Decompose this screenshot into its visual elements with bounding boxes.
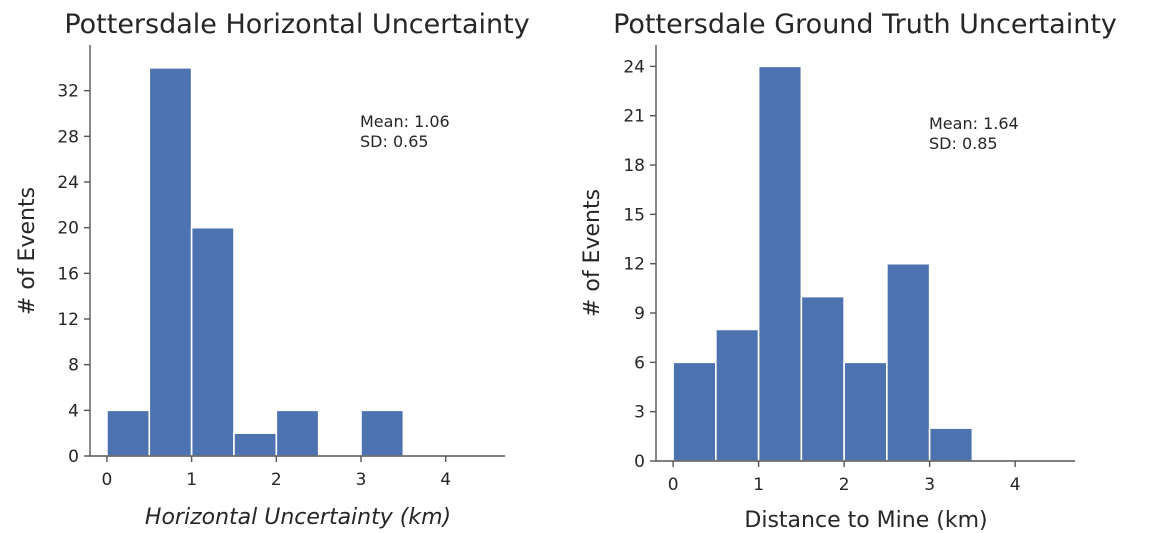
x-ticks: 0 1 2 3 4 [102,456,451,490]
y-tick-label: 16 [57,264,79,284]
histogram-bar [233,432,278,457]
y-tick-label: 12 [623,255,645,275]
y-tick-label: 18 [623,156,645,176]
histogram-bar [672,361,717,462]
y-tick-label: 28 [57,127,79,147]
x-tick-label: 1 [753,475,764,495]
histogram-bar [360,409,405,457]
x-tick-label: 2 [839,475,850,495]
histogram-bar [928,427,974,462]
x-tick-label: 2 [271,470,282,490]
x-tick-label: 1 [186,470,197,490]
mean-annotation: Mean: 1.64 [929,114,1019,133]
x-tick-label: 0 [102,470,113,490]
x-axis-label: Horizontal Uncertainty (km) [145,505,451,530]
y-tick-label: 0 [68,447,79,467]
y-tick-label: 21 [623,107,645,127]
histogram-bar [757,65,803,462]
chart-title: Pottersdale Ground Truth Uncertainty [613,9,1117,40]
mean-annotation: Mean: 1.06 [360,112,450,131]
y-tick-label: 32 [57,82,79,102]
chart-title: Pottersdale Horizontal Uncertainty [64,9,529,40]
sd-annotation: SD: 0.65 [360,132,429,151]
histogram-bar [106,409,151,457]
y-axis-label: # of Events [580,189,605,317]
histogram-bar [190,226,235,457]
histogram-bar [148,67,193,457]
y-tick-label: 9 [634,304,645,324]
y-tick-label: 24 [623,57,645,77]
histogram-bar [800,295,845,462]
sd-annotation: SD: 0.85 [929,134,998,153]
histogram-bar [275,409,320,457]
x-ticks: 0 1 2 3 4 [668,461,1021,495]
y-tick-label: 15 [623,205,645,225]
bars [106,67,405,457]
histogram-bar [843,361,888,462]
y-tick-label: 6 [634,353,645,373]
x-tick-label: 3 [924,475,935,495]
y-tick-label: 24 [57,173,79,193]
y-tick-label: 3 [634,403,645,423]
y-axis-label: # of Events [15,187,40,315]
bars [672,65,974,462]
y-tick-label: 8 [68,356,79,376]
y-ticks: 0 3 6 9 12 15 18 21 24 [623,57,656,472]
x-tick-label: 4 [440,470,451,490]
y-tick-label: 12 [57,310,79,330]
y-tick-label: 20 [57,219,79,239]
y-ticks: 0 4 8 12 16 20 24 28 32 [57,82,90,467]
histogram-bar [886,262,931,462]
histogram-bar [715,328,760,462]
x-tick-label: 0 [668,475,679,495]
y-tick-label: 4 [68,401,79,421]
x-tick-label: 4 [1010,475,1021,495]
y-tick-label: 0 [634,452,645,472]
x-axis-label: Distance to Mine (km) [744,508,987,533]
x-tick-label: 3 [356,470,367,490]
